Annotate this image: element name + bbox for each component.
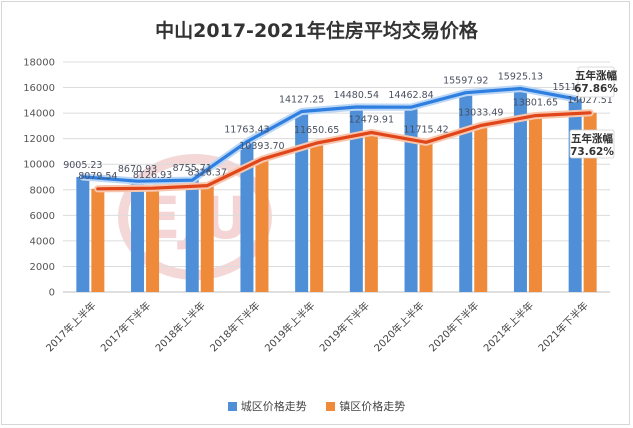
- x-category-label: 2018年上半年: [152, 299, 207, 354]
- bar-town: [310, 143, 324, 292]
- y-tick-label: 2000: [30, 262, 55, 273]
- y-tick-label: 10000: [23, 160, 55, 171]
- y-tick-label: 4000: [30, 236, 55, 247]
- legend-swatch-urban: [227, 401, 237, 411]
- data-label-urban: 15597.92: [443, 76, 488, 87]
- chart-title: 中山2017-2021年住房平均交易价格: [155, 20, 478, 42]
- x-category-label: 2021年下半年: [535, 299, 590, 354]
- legend-item-urban: 城区价格走势: [227, 398, 307, 414]
- data-label-urban: 14462.84: [388, 90, 433, 101]
- data-label-urban: 8755.71: [173, 163, 212, 174]
- x-category-label: 2021年上半年: [481, 299, 536, 354]
- x-category-label: 2019年上半年: [262, 299, 317, 354]
- bar-town: [200, 185, 214, 292]
- data-label-urban: 14127.25: [279, 94, 324, 105]
- bar-urban: [131, 181, 145, 292]
- bar-urban: [568, 98, 582, 292]
- bar-town: [255, 159, 269, 292]
- growth-annotation-box: [577, 66, 615, 98]
- x-category-label: 2017年下半年: [98, 299, 153, 354]
- x-category-label: 2018年下半年: [207, 299, 262, 354]
- bar-town: [146, 188, 160, 292]
- data-label-town: 11715.42: [403, 124, 448, 135]
- bar-town: [419, 142, 433, 292]
- y-tick-label: 18000: [23, 58, 55, 69]
- data-label-urban: 14480.54: [334, 90, 379, 101]
- data-label-town: 8126.93: [133, 170, 172, 181]
- bar-town: [474, 125, 488, 292]
- data-label-town: 13801.65: [513, 98, 558, 109]
- y-tick-label: 8000: [30, 185, 55, 196]
- data-label-urban: 11763.43: [224, 125, 269, 136]
- bar-town: [91, 188, 105, 292]
- bar-urban: [513, 88, 527, 292]
- data-label-urban: 15925.13: [498, 72, 543, 83]
- data-label-urban: 15116.60: [552, 82, 597, 93]
- data-label-town: 11650.65: [294, 125, 339, 136]
- legend: 城区价格走势 镇区价格走势: [0, 398, 633, 414]
- data-label-urban: 8670.93: [118, 164, 157, 175]
- data-label-town: 10393.70: [239, 141, 284, 152]
- data-label-urban: 9005.23: [63, 160, 102, 171]
- line-town: [96, 111, 592, 191]
- y-tick-label: 0: [49, 288, 55, 299]
- y-tick-label: 12000: [23, 134, 55, 145]
- growth-annotation-title: 五年涨幅: [575, 69, 617, 82]
- legend-label-urban: 城区价格走势: [240, 400, 307, 413]
- data-label-town: 12479.91: [349, 115, 394, 126]
- legend-item-town: 镇区价格走势: [326, 398, 405, 414]
- y-tick-label: 16000: [23, 83, 55, 94]
- data-label-town: 8079.54: [78, 171, 117, 182]
- legend-swatch-town: [326, 401, 336, 411]
- growth-annotation-box: [569, 129, 615, 159]
- bar-urban: [459, 92, 473, 293]
- data-label-town: 8326.37: [188, 168, 227, 179]
- y-tick-label: 6000: [30, 211, 55, 222]
- growth-annotation-value: 67.86%: [574, 83, 618, 95]
- bar-urban: [404, 107, 418, 292]
- x-category-label: 2017年上半年: [43, 299, 98, 354]
- data-label-town: 14027.51: [567, 95, 612, 106]
- growth-annotation-title: 五年涨幅: [571, 132, 613, 145]
- bar-urban: [185, 180, 199, 292]
- x-category-label: 2019年下半年: [316, 299, 371, 354]
- y-tick-label: 14000: [23, 109, 55, 120]
- data-label-town: 13033.49: [458, 107, 503, 118]
- bar-town: [528, 115, 542, 292]
- bar-urban: [295, 111, 309, 292]
- growth-annotation-value: 73.62%: [570, 146, 614, 158]
- line-urban: [81, 86, 577, 183]
- x-category-label: 2020年下半年: [426, 299, 481, 354]
- bar-town: [364, 132, 378, 292]
- bar-urban: [76, 176, 90, 292]
- bar-urban: [349, 106, 363, 292]
- bar-urban: [240, 141, 254, 292]
- x-category-label: 2020年上半年: [371, 299, 426, 354]
- legend-label-town: 镇区价格走势: [339, 400, 406, 413]
